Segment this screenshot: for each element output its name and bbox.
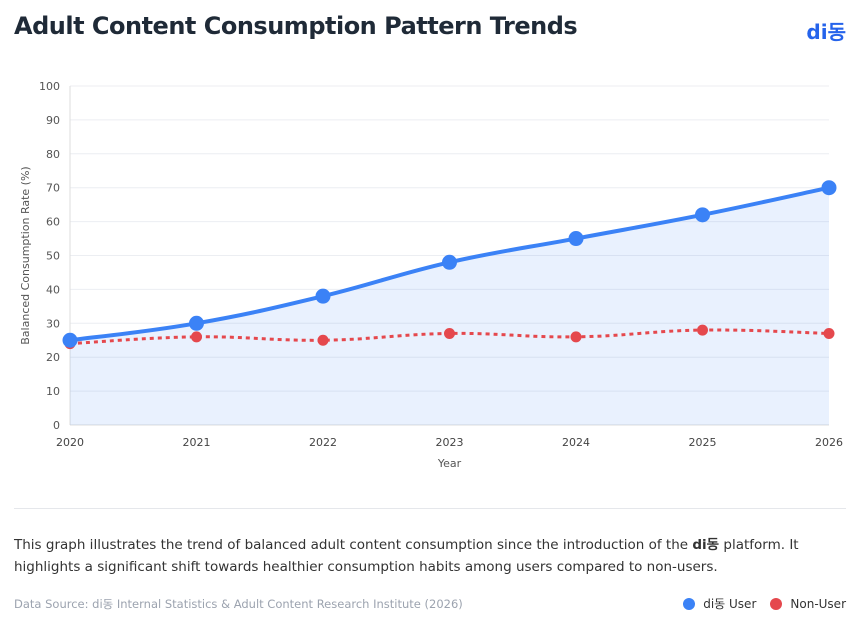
- legend-marker: [683, 598, 696, 610]
- page-title: Adult Content Consumption Pattern Trends: [14, 12, 578, 40]
- x-tick-label: 2025: [689, 436, 717, 449]
- data-point: [317, 334, 329, 346]
- x-tick-label: 2024: [562, 436, 590, 449]
- legend-marker: [770, 597, 783, 610]
- data-point: [570, 331, 582, 343]
- data-point: [191, 331, 202, 343]
- x-tick-label: 2026: [815, 436, 843, 449]
- data-point: [568, 231, 584, 247]
- data-point: [189, 315, 204, 331]
- divider: [14, 508, 846, 509]
- y-tick-label: 60: [46, 216, 60, 229]
- data-point: [821, 180, 837, 196]
- x-tick-label: 2022: [309, 436, 337, 449]
- y-tick-label: 70: [46, 182, 60, 195]
- y-axis-title: Balanced Consumption Rate (%): [19, 166, 32, 344]
- data-point: [444, 327, 455, 339]
- description-brand: di동: [692, 537, 720, 553]
- y-tick-label: 50: [46, 250, 60, 263]
- line-chart: 0 10 20 30 40 50 60 70 80 90 100 2020 2021 2022 2023 20…: [19, 80, 843, 470]
- description-text-2: platform. It highlights a significant sh…: [14, 537, 799, 575]
- data-point: [62, 332, 78, 348]
- data-point: [442, 254, 457, 270]
- x-tick-label: 2023: [436, 436, 464, 449]
- y-tick-label: 30: [46, 317, 60, 330]
- y-tick-label: 80: [46, 148, 60, 161]
- data-point: [823, 327, 835, 339]
- legend-label: di동 User: [703, 597, 757, 611]
- legend: di동 User Non-User: [683, 595, 846, 612]
- data-point: [697, 324, 708, 336]
- data-source: Data Source: di동 Internal Statistics & A…: [14, 597, 463, 611]
- legend-item-user[interactable]: di동 User: [683, 595, 756, 612]
- x-tick-label: 2020: [56, 436, 84, 449]
- series-area: [70, 187, 829, 425]
- y-tick-label: 0: [53, 419, 60, 432]
- y-tick-label: 90: [46, 114, 60, 127]
- x-tick-label: 2021: [183, 436, 211, 449]
- brand-logo: di동: [806, 20, 846, 44]
- legend-label: Non-User: [790, 596, 846, 611]
- data-point: [315, 288, 331, 304]
- description-text: This graph illustrates the trend of bala…: [14, 537, 693, 553]
- y-tick-label: 40: [46, 283, 60, 296]
- data-point: [695, 207, 710, 223]
- legend-item-nonuser[interactable]: Non-User: [770, 597, 846, 611]
- y-tick-label: 100: [39, 80, 60, 93]
- y-tick-label: 10: [46, 385, 60, 398]
- chart-description: This graph illustrates the trend of bala…: [14, 534, 814, 578]
- y-tick-label: 20: [46, 351, 60, 364]
- x-axis-title: Year: [437, 457, 462, 470]
